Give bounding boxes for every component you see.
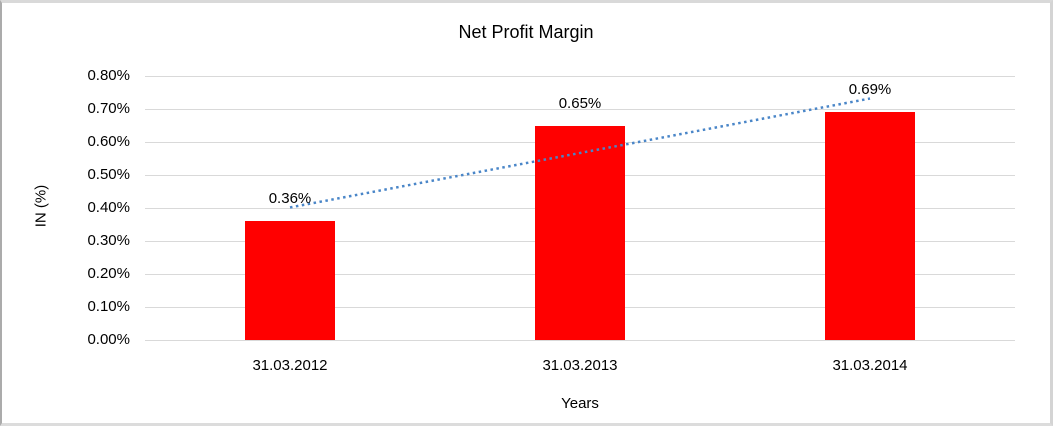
bar [535,125,625,340]
gridline [145,75,1015,77]
bar-data-label: 0.69% [848,81,892,99]
x-axis-tick-label: 31.03.2013 [542,357,618,374]
y-axis-tick-label: 0.10% [87,298,130,315]
x-axis-tick-label: 31.03.2012 [252,357,328,374]
plot-area [145,75,1015,341]
trendline [289,97,871,209]
y-axis-tick-label: 0.00% [87,331,130,348]
bar-data-label: 0.65% [558,94,602,112]
y-axis-tick-label: 0.20% [87,265,130,282]
y-axis-tick-label: 0.70% [87,100,130,117]
bar [825,112,915,340]
y-axis-tick-label: 0.80% [87,67,130,84]
x-axis-title: Years [561,395,599,412]
gridline [145,108,1015,110]
chart-title: Net Profit Margin [458,22,594,42]
y-axis-tick-label: 0.30% [87,232,130,249]
bar [245,221,335,340]
y-axis-tick-label: 0.60% [87,133,130,150]
x-axis-tick-label: 31.03.2014 [832,357,908,374]
gridline [145,339,1015,341]
y-axis-tick-label: 0.50% [87,166,130,183]
bar-data-label: 0.36% [268,190,312,208]
y-axis-tick-label: 0.40% [87,199,130,216]
